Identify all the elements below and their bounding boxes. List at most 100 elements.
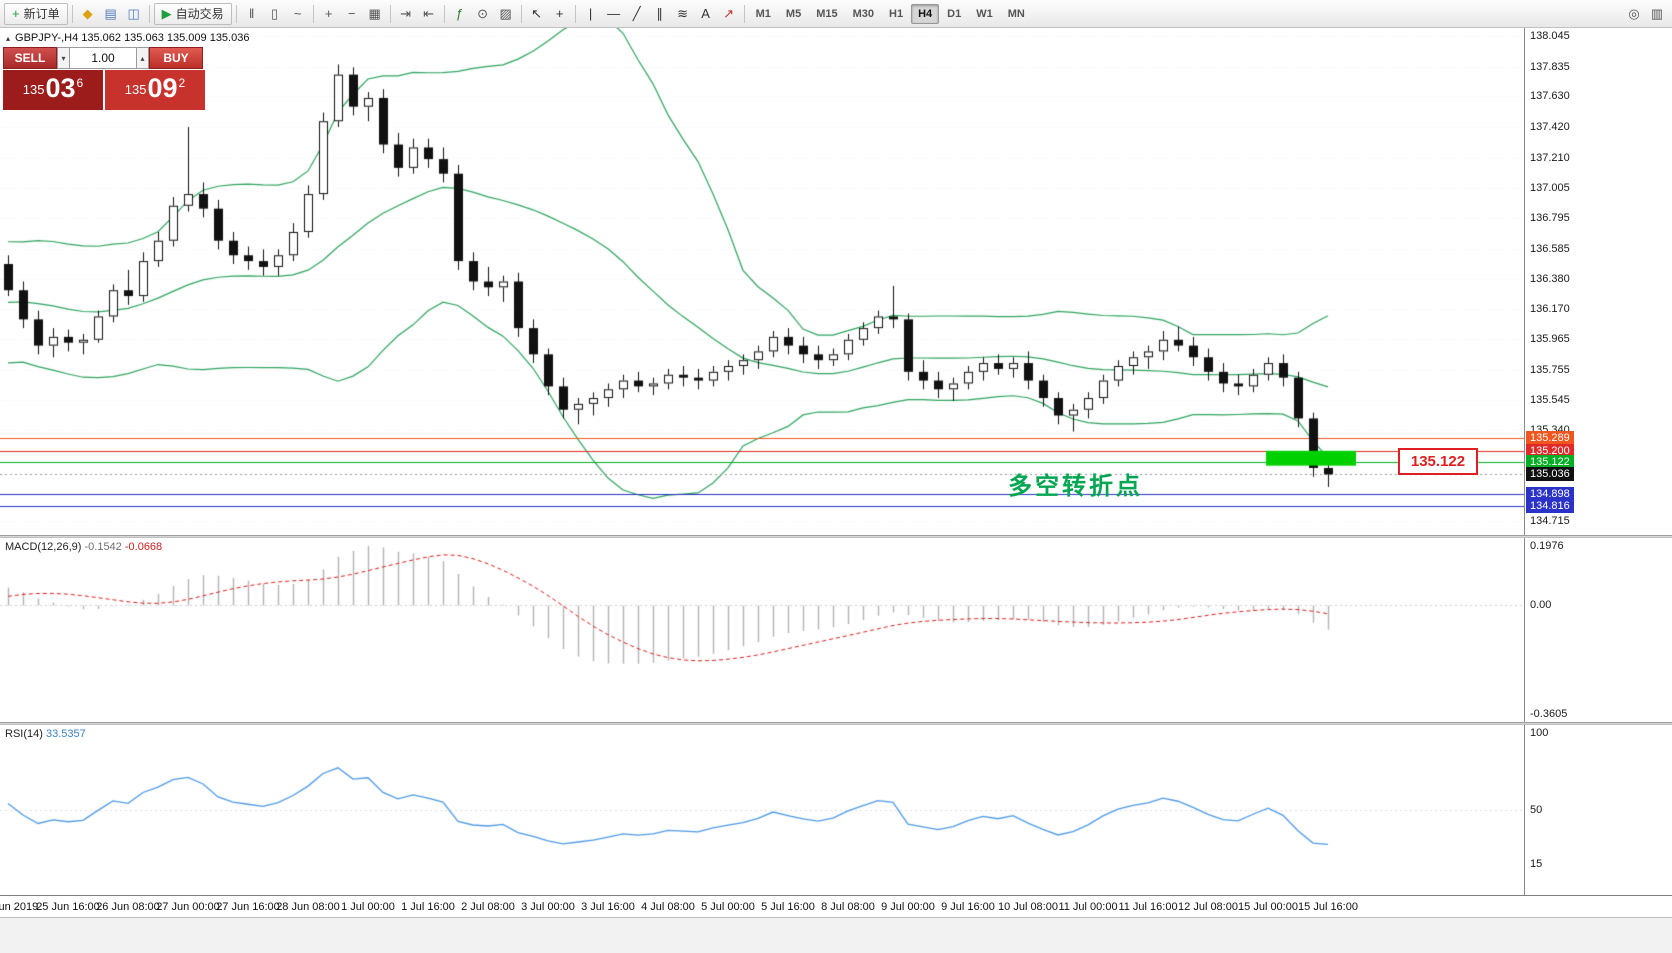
fibonacci-icon: ≋ [677,6,689,21]
timeframe-button-m15[interactable]: M15 [816,7,838,20]
toolbar-separator [389,4,391,23]
price-callout-box: 135.122 [1398,448,1478,475]
volume-input[interactable]: 1.00 [70,47,136,69]
timeframe-button-m1[interactable]: M1 [755,7,771,20]
chart-annotation-text: 多空转折点 [1008,473,1143,500]
auto-scroll-icon[interactable]: ⇥ [395,3,417,25]
search-icon[interactable]: ◎ [1623,3,1645,25]
current-price-tag: 135.036 [1526,467,1574,482]
periods-icon[interactable]: ⊙ [472,3,494,25]
fibonacci-icon[interactable]: ≋ [672,3,694,25]
timeframe-button-h4[interactable]: H4 [911,3,940,24]
volume-increase-button[interactable]: ▴ [136,47,149,69]
rsi-axis[interactable]: 100 50 15 [1524,725,1672,895]
templates-icon[interactable]: ▨ [495,3,517,25]
cursor-icon[interactable]: ↖ [526,3,548,25]
time-axis-label: 1 Jul 00:00 [341,901,395,913]
new-order-button-label: 新订单 [23,7,60,21]
tile-windows-icon[interactable]: ▦ [364,3,386,25]
crosshair-icon: + [555,6,564,21]
price-axis-label: 136.170 [1530,303,1570,316]
zoom-out-icon: − [347,6,356,21]
sell-price-prefix: 135 [22,82,45,97]
chart-shift-icon: ⇤ [423,6,435,21]
time-axis-label: 15 Jul 16:00 [1298,901,1358,913]
search-icon: ◎ [1628,6,1640,21]
chart-header: ▴ GBPJPY-,H4 135.062 135.063 135.009 135… [6,32,249,44]
panel-splitter[interactable] [0,722,1672,725]
toolbar-separator [235,4,237,23]
zoom-out-icon[interactable]: − [341,3,363,25]
time-axis-label: 9 Jul 00:00 [881,901,935,913]
tile-windows-icon: ▦ [368,6,381,21]
time-axis-label: 4 Jul 08:00 [641,901,695,913]
line-chart-icon[interactable]: ~ [287,3,309,25]
bar-chart-icon[interactable]: ‖ [241,3,263,25]
horizontal-line-icon[interactable]: — [603,3,625,25]
time-axis-label: 9 Jul 16:00 [941,901,995,913]
autotrading-button[interactable]: ▶ 自动交易 [153,2,232,25]
macd-axis[interactable]: 0.1976 0.00 -0.3605 [1524,538,1672,722]
navigator-icon[interactable]: ◫ [123,3,145,25]
price-axis-label: 137.210 [1530,151,1570,164]
vertical-line-icon[interactable]: | [580,3,602,25]
arrows-icon[interactable]: ↗ [718,3,740,25]
macd-axis-label: 0.00 [1530,599,1552,612]
timeframe-button-h1[interactable]: H1 [889,7,904,20]
print-icon[interactable]: ▥ [1646,3,1668,25]
price-axis[interactable]: 138.045 137.835 137.630 137.420 137.210 137.0… [1524,28,1672,535]
buy-price-prefix: 135 [124,82,147,97]
sell-price-button[interactable]: 135 03 6 [3,70,103,110]
price-chart-canvas[interactable] [0,28,1524,535]
symbol-icon: ▴ [6,33,11,43]
time-axis-label: 3 Jul 16:00 [581,901,635,913]
price-axis-label: 135.755 [1530,363,1570,376]
timeframe-button-d1[interactable]: D1 [947,7,962,20]
price-axis-label: 136.380 [1530,272,1570,285]
market-watch-icon[interactable]: ▤ [100,3,122,25]
crosshair-icon[interactable]: + [549,3,571,25]
price-axis-label: 134.715 [1530,515,1570,528]
timeframe-button-m5[interactable]: M5 [785,7,802,20]
time-axis-label: 27 Jun 16:00 [216,901,280,913]
templates-icon: ▨ [499,6,512,21]
indicators-icon: ƒ [456,6,464,21]
buy-button[interactable]: BUY [149,47,203,69]
macd-value-signal: -0.0668 [124,541,163,553]
toolbar-separator [443,4,445,23]
chart-shift-icon[interactable]: ⇤ [418,3,440,25]
timeframe-button-m30[interactable]: M30 [852,7,874,20]
price-chart-panel: 138.045 137.835 137.630 137.420 137.210 137.0… [0,28,1672,535]
buy-price-big: 09 [147,73,178,103]
trendline-icon[interactable]: ╱ [626,3,648,25]
timeframe-button-mn[interactable]: MN [1007,7,1025,20]
symbols-icon[interactable]: ◆ [77,3,99,25]
text-icon[interactable]: A [695,3,717,25]
channel-icon[interactable]: ∥ [649,3,671,25]
zoom-in-icon[interactable]: + [318,3,340,25]
candlestick-chart-icon[interactable]: ▯ [264,3,286,25]
buy-price-button[interactable]: 135 09 2 [105,70,205,110]
time-axis-label: 15 Jul 00:00 [1238,901,1298,913]
panel-splitter[interactable] [0,535,1672,538]
indicators-icon[interactable]: ƒ [449,3,471,25]
timeframe-button-w1[interactable]: W1 [976,7,993,20]
new-order-button[interactable]: + 新订单 [4,2,68,25]
rsi-canvas[interactable] [0,725,1524,895]
toolbar-separator [520,4,522,23]
macd-canvas[interactable] [0,538,1524,722]
volume-decrease-button[interactable]: ▾ [57,47,70,69]
macd-name: MACD(12,26,9) [5,541,82,553]
rsi-axis-label: 15 [1530,857,1543,870]
time-axis-label: 10 Jul 08:00 [998,901,1058,913]
sell-button[interactable]: SELL [3,47,57,69]
price-axis-label: 137.835 [1530,60,1570,73]
price-axis-label: 137.630 [1530,90,1570,103]
macd-value-main: -0.1542 [84,541,122,553]
macd-axis-label: 0.1976 [1530,540,1564,552]
arrows-icon: ↗ [723,6,735,21]
price-axis-label: 135.965 [1530,333,1570,346]
market-watch-icon: ▤ [104,6,117,21]
toolbar-separator [148,4,150,23]
